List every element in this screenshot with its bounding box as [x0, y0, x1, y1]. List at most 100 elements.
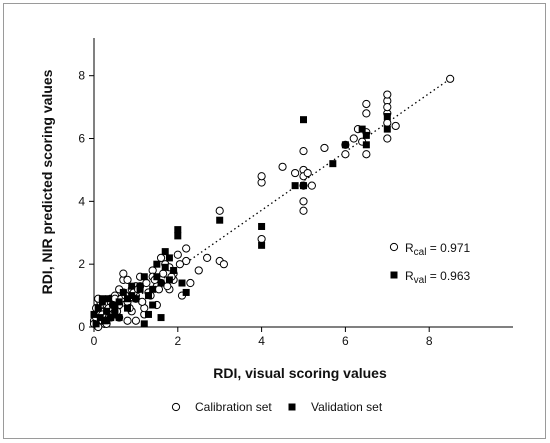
validation-point — [132, 295, 140, 303]
validation-point — [103, 317, 111, 325]
legend: Calibration set Validation set — [171, 400, 383, 414]
calibration-point — [307, 181, 316, 190]
y-tick-label: 4 — [78, 194, 85, 208]
validation-marker-icon — [390, 271, 398, 279]
r-cal-label: Rcal = 0.971 — [405, 241, 471, 258]
validation-point — [140, 320, 148, 328]
validation-point — [161, 248, 169, 256]
validation-point — [174, 232, 182, 240]
calibration-point — [163, 282, 172, 291]
calibration-point — [349, 134, 358, 143]
calibration-point — [123, 275, 132, 284]
validation-point — [128, 292, 136, 300]
validation-point — [174, 226, 182, 234]
x-tick-label: 0 — [91, 334, 98, 348]
fit-statistics: Rcal = 0.971 Rval = 0.963 — [389, 241, 471, 286]
calibration-point — [131, 316, 140, 325]
calibration-point — [299, 146, 308, 156]
calibration-point — [159, 269, 168, 278]
calibration-point — [138, 297, 147, 306]
validation-point — [119, 288, 127, 296]
legend-label: Calibration set — [195, 400, 272, 414]
calibration-point — [341, 150, 350, 159]
calibration-point — [291, 168, 300, 178]
calibration-point — [299, 206, 308, 215]
x-tick-label: 4 — [258, 334, 265, 348]
validation-point — [98, 295, 106, 303]
y-tick-label: 6 — [78, 132, 85, 146]
validation-point — [182, 288, 190, 296]
calibration-point — [303, 168, 312, 178]
validation-point — [178, 279, 186, 287]
validation-point — [103, 307, 111, 315]
figure-frame — [3, 3, 546, 439]
validation-point — [362, 141, 370, 149]
calibration-point — [257, 234, 266, 244]
x-tick-label: 8 — [426, 334, 433, 348]
validation-point — [111, 304, 119, 312]
calibration-point — [299, 197, 308, 206]
validation-point — [153, 260, 161, 268]
calibration-point — [182, 244, 191, 253]
calibration-point — [219, 260, 228, 269]
validation-point — [115, 314, 123, 322]
validation-point — [124, 304, 132, 312]
validation-point — [96, 314, 104, 322]
validation-point — [165, 276, 173, 284]
validation-point — [90, 310, 98, 318]
validation-point — [115, 298, 123, 306]
validation-point — [258, 222, 266, 230]
plot-area: 0 2 4 6 8 0 2 4 6 8 — [78, 38, 513, 348]
calibration-point — [362, 109, 371, 118]
validation-point — [144, 310, 152, 318]
validation-point — [161, 263, 169, 271]
validation-point — [140, 273, 148, 281]
validation-series — [90, 113, 391, 328]
validation-point — [329, 160, 337, 168]
validation-point — [105, 295, 113, 303]
validation-point — [341, 141, 349, 149]
calibration-point — [186, 278, 195, 288]
validation-point — [144, 292, 152, 300]
legend-validation-icon — [288, 403, 296, 411]
validation-point — [157, 279, 165, 287]
calibration-point — [156, 253, 166, 262]
calibration-point — [320, 143, 329, 153]
validation-point — [291, 182, 299, 190]
validation-point — [258, 241, 266, 249]
calibration-point — [123, 316, 132, 325]
calibration-point — [391, 121, 400, 131]
x-tick-label: 2 — [174, 334, 181, 348]
r-val-label: Rval = 0.963 — [405, 269, 471, 286]
calibration-point — [383, 90, 392, 99]
validation-point — [107, 314, 115, 322]
validation-point — [165, 254, 173, 262]
calibration-point — [383, 118, 392, 127]
calibration-point — [182, 256, 191, 266]
calibration-point — [194, 266, 203, 275]
x-axis-title: RDI, visual scoring values — [213, 365, 387, 381]
calibration-marker-icon — [389, 242, 399, 252]
validation-point — [149, 285, 157, 293]
calibration-point — [119, 269, 128, 278]
validation-point — [358, 125, 366, 133]
calibration-point — [142, 278, 151, 288]
calibration-point — [154, 285, 164, 294]
validation-point — [128, 282, 136, 290]
legend-label: Validation set — [311, 400, 383, 414]
calibration-point — [175, 260, 184, 269]
validation-point — [94, 304, 102, 312]
legend-calibration-icon — [171, 402, 181, 412]
calibration-point — [215, 206, 224, 215]
validation-point — [383, 113, 391, 121]
validation-point — [92, 320, 100, 328]
validation-point — [124, 295, 132, 303]
y-tick-label: 2 — [78, 257, 85, 271]
y-tick-label: 0 — [78, 320, 85, 334]
calibration-point — [446, 74, 455, 83]
validation-point — [383, 125, 391, 133]
validation-point — [111, 310, 119, 318]
y-axis-title: RDI, NIR predicted scoring values — [39, 69, 55, 294]
calibration-point — [362, 150, 371, 159]
